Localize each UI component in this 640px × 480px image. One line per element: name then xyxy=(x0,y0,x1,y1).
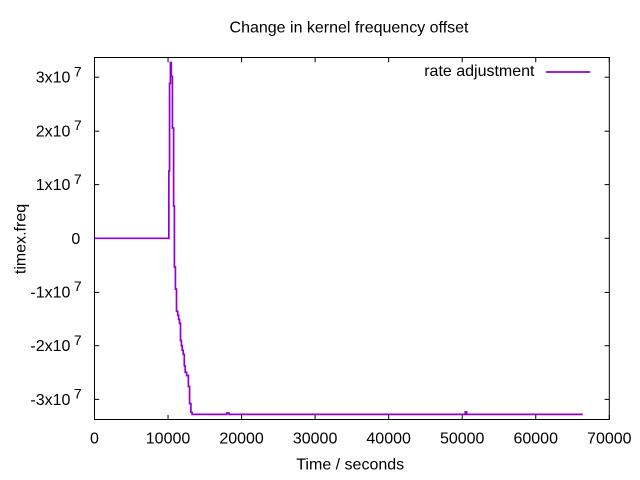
svg-text:Time / seconds: Time / seconds xyxy=(296,457,404,474)
svg-text:60000: 60000 xyxy=(513,430,558,447)
svg-text:0: 0 xyxy=(71,231,80,248)
svg-text:rate adjustment: rate adjustment xyxy=(424,63,535,80)
svg-text:7: 7 xyxy=(74,332,82,348)
svg-text:-1x10: -1x10 xyxy=(30,285,70,302)
svg-text:20000: 20000 xyxy=(219,430,264,447)
svg-text:7: 7 xyxy=(74,117,82,133)
svg-text:1x10: 1x10 xyxy=(36,177,71,194)
svg-text:-3x10: -3x10 xyxy=(30,392,70,409)
svg-text:30000: 30000 xyxy=(293,430,338,447)
svg-text:2x10: 2x10 xyxy=(36,123,71,140)
svg-text:-2x10: -2x10 xyxy=(30,338,70,355)
svg-text:7: 7 xyxy=(74,386,82,402)
svg-text:7: 7 xyxy=(74,171,82,187)
svg-text:0: 0 xyxy=(90,430,99,447)
svg-text:50000: 50000 xyxy=(440,430,485,447)
svg-text:3x10: 3x10 xyxy=(36,70,71,87)
svg-text:timex.freq: timex.freq xyxy=(13,204,30,274)
svg-text:7: 7 xyxy=(74,63,82,79)
svg-text:Change in kernel frequency off: Change in kernel frequency offset xyxy=(230,20,470,37)
svg-text:7: 7 xyxy=(74,278,82,294)
svg-text:10000: 10000 xyxy=(146,430,191,447)
svg-text:70000: 70000 xyxy=(587,430,632,447)
svg-text:40000: 40000 xyxy=(366,430,411,447)
